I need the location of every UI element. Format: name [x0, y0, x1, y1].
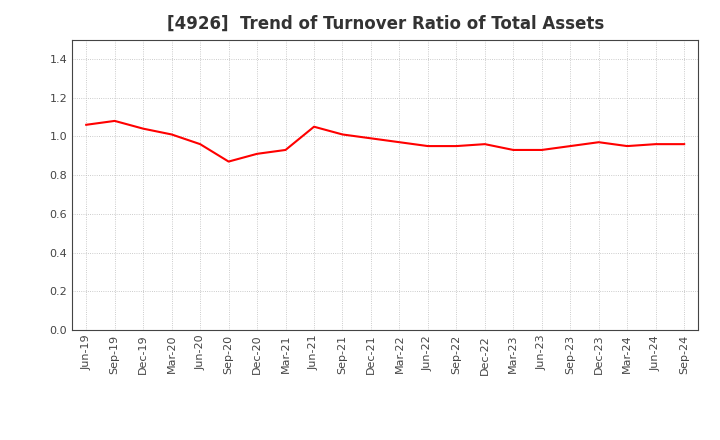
Title: [4926]  Trend of Turnover Ratio of Total Assets: [4926] Trend of Turnover Ratio of Total … — [166, 15, 604, 33]
